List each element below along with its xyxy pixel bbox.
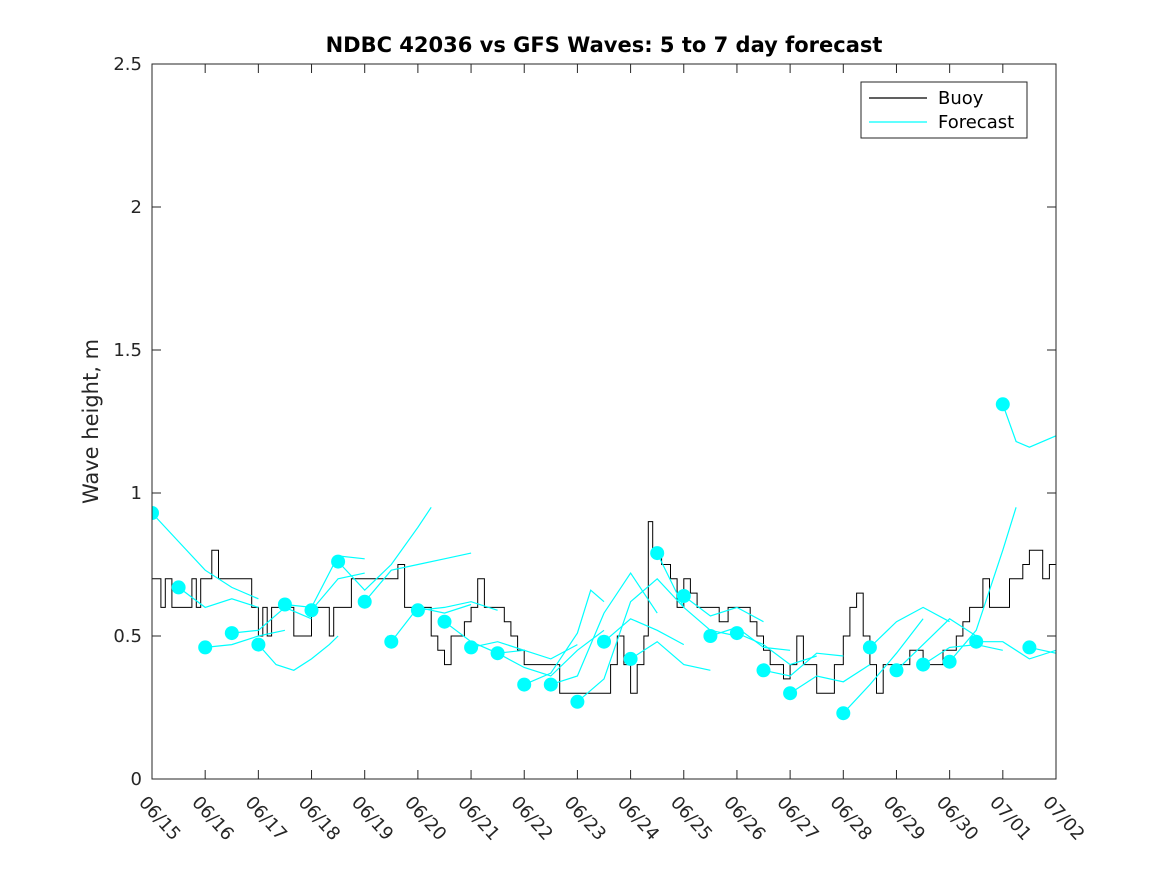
legend-entry: Forecast bbox=[938, 112, 1014, 133]
plot-area bbox=[152, 64, 1056, 779]
forecast-run-line bbox=[337, 506, 432, 592]
forecast-run-line bbox=[683, 595, 764, 623]
forecast-start-marker bbox=[916, 657, 931, 672]
forecast-start-marker bbox=[152, 506, 159, 520]
forecast-run-line bbox=[444, 621, 525, 654]
forecast-run-line bbox=[577, 577, 685, 703]
forecast-run-line bbox=[284, 555, 365, 609]
forecast-start-marker bbox=[304, 603, 319, 618]
chart-title: NDBC 42036 vs GFS Waves: 5 to 7 day fore… bbox=[326, 33, 883, 57]
forecast-start-marker bbox=[277, 597, 292, 612]
forecast-run-line bbox=[231, 606, 312, 634]
forecast-start-marker bbox=[464, 640, 479, 655]
forecast-start-marker bbox=[437, 614, 452, 629]
forecast-run-line bbox=[205, 629, 286, 648]
forecast-start-marker bbox=[410, 603, 425, 618]
forecast-start-marker bbox=[995, 397, 1010, 412]
forecast-run-line bbox=[470, 641, 578, 660]
y-tick-label: 1.5 bbox=[113, 340, 142, 361]
forecast-run-line bbox=[178, 586, 259, 609]
forecast-run-line bbox=[656, 552, 738, 637]
forecast-start-marker bbox=[783, 686, 798, 701]
forecast-start-marker bbox=[171, 580, 186, 595]
y-axis-label: Wave height, m bbox=[79, 339, 103, 504]
forecast-start-marker bbox=[862, 640, 877, 655]
forecast-start-marker bbox=[198, 640, 213, 655]
axes-box bbox=[151, 63, 1057, 780]
forecast-start-marker bbox=[703, 629, 718, 643]
forecast-run-line bbox=[896, 618, 977, 671]
forecast-start-marker bbox=[756, 663, 771, 678]
axes-layer bbox=[151, 63, 1057, 780]
forecast-start-marker bbox=[623, 651, 638, 666]
forecast-start-marker bbox=[490, 646, 505, 661]
forecast-run-line bbox=[630, 640, 711, 671]
forecast-start-marker bbox=[357, 594, 372, 609]
forecast-run-line bbox=[152, 512, 259, 600]
forecast-run-line bbox=[550, 572, 658, 686]
forecast-run-line bbox=[390, 603, 472, 643]
forecast-run-line bbox=[1029, 646, 1056, 654]
forecast-run-line bbox=[311, 572, 365, 611]
forecast-start-marker bbox=[1022, 640, 1037, 655]
forecast-run-line bbox=[417, 601, 498, 611]
forecast-run-line bbox=[976, 641, 1056, 660]
forecast-start-marker bbox=[543, 677, 558, 692]
forecast-start-marker bbox=[331, 554, 346, 569]
forecast-start-marker bbox=[942, 654, 957, 669]
forecast-run-line bbox=[364, 552, 472, 603]
y-tick-label: 0 bbox=[131, 769, 142, 790]
forecast-start-marker bbox=[517, 677, 532, 692]
y-tick-label: 2.5 bbox=[113, 54, 142, 75]
forecast-start-marker bbox=[969, 634, 984, 649]
forecast-run-line bbox=[763, 652, 844, 677]
forecast-start-marker bbox=[224, 626, 239, 641]
forecast-start-marker bbox=[650, 546, 665, 561]
forecast-run-line bbox=[710, 626, 791, 651]
forecast-start-marker bbox=[570, 694, 585, 709]
forecast-run-line bbox=[603, 618, 685, 646]
forecast-run-line bbox=[523, 589, 605, 686]
y-tick-label: 2 bbox=[131, 197, 142, 218]
forecast-run-line bbox=[497, 629, 605, 677]
forecast-start-marker bbox=[836, 706, 851, 721]
forecast-start-marker bbox=[676, 589, 691, 603]
legend-box bbox=[860, 81, 1028, 139]
forecast-run-line bbox=[1002, 404, 1056, 448]
forecast-run-line bbox=[789, 664, 871, 694]
y-tick-label: 1 bbox=[131, 483, 142, 504]
forecast-run-line bbox=[736, 632, 817, 666]
forecast-run-line bbox=[842, 618, 924, 714]
forecast-start-marker bbox=[729, 626, 744, 641]
forecast-run-line bbox=[869, 606, 950, 648]
forecast-start-marker bbox=[597, 634, 611, 649]
forecast-start-marker bbox=[384, 634, 399, 649]
forecast-start-marker bbox=[251, 637, 266, 652]
y-tick-label: 0.5 bbox=[113, 626, 142, 647]
legend-entry: Buoy bbox=[938, 88, 984, 109]
series-layer bbox=[152, 397, 1056, 721]
legend: Buoy Forecast bbox=[860, 81, 1028, 139]
forecast-run-line bbox=[949, 507, 1017, 663]
forecast-run-line bbox=[257, 635, 339, 671]
forecast-start-marker bbox=[889, 663, 904, 678]
